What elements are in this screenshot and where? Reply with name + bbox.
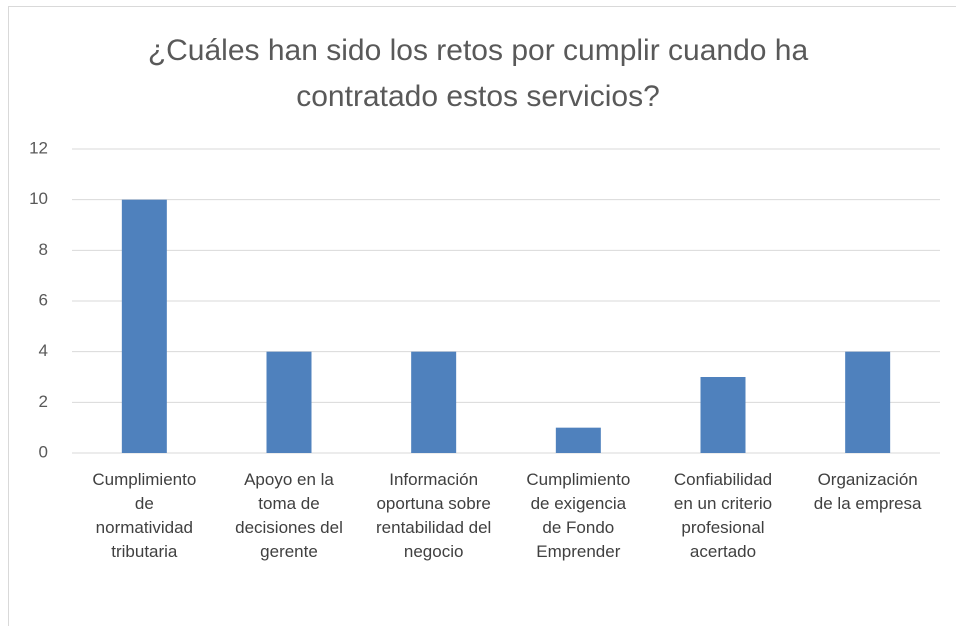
x-tick-label: Organización de la empresa [813,470,922,513]
bar [411,351,457,453]
y-tick-label: 12 [29,138,48,157]
bar [845,351,891,453]
y-tick-label: 0 [39,442,48,461]
bar [555,427,601,453]
y-tick-label: 2 [39,392,48,411]
bar [266,351,312,453]
chart-frame [8,6,956,626]
x-tick-label: Confiabilidad en un criterio profesional… [673,470,773,561]
y-tick-label: 4 [39,341,48,360]
chart-title: ¿Cuáles han sido los retos por cumplir c… [147,34,809,113]
y-tick-label: 8 [39,240,48,259]
bar [700,377,746,453]
x-tick-label: Cumplimiento de exigencia de Fondo Empre… [526,470,631,561]
y-tick-label: 6 [39,290,48,309]
bar [121,199,167,453]
x-tick-label: Apoyo en la toma de decisiones del geren… [235,470,343,561]
x-tick-label: Información oportuna sobre rentabilidad … [376,470,492,561]
y-tick-label: 10 [29,189,48,208]
x-tick-label: Cumplimiento de normatividad tributaria [92,470,197,561]
